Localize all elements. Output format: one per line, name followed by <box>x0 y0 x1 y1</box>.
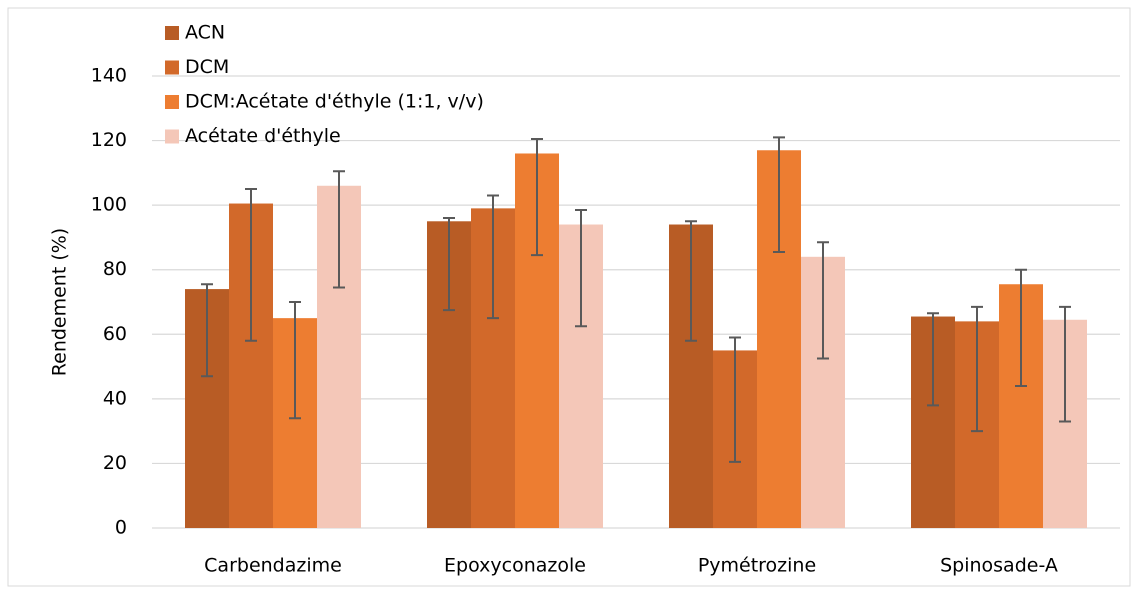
y-axis-label: Rendement (%) <box>49 228 71 376</box>
legend-label: ACN <box>185 22 225 44</box>
error-bar <box>817 241 829 360</box>
error-bar <box>201 283 213 378</box>
y-tick-label: 80 <box>103 258 127 280</box>
x-tick-label: Epoxyconazole <box>444 555 586 577</box>
y-tick-label: 60 <box>103 323 127 345</box>
y-tick-label: 140 <box>91 65 127 87</box>
y-tick-label: 20 <box>103 452 127 474</box>
error-bar <box>773 136 785 253</box>
legend-label: DCM <box>185 56 229 78</box>
legend-label: DCM:Acétate d'éthyle (1:1, v/v) <box>185 91 484 113</box>
error-bar <box>927 312 939 407</box>
y-tick-label: 120 <box>91 129 127 151</box>
legend-swatch <box>165 95 179 109</box>
y-tick-label: 100 <box>91 194 127 216</box>
legend-swatch <box>165 129 179 144</box>
error-bar <box>487 194 499 320</box>
legend-swatch <box>165 60 179 75</box>
error-bar <box>531 137 543 257</box>
error-bar <box>333 170 345 289</box>
legend-label: Acétate d'éthyle <box>185 125 341 147</box>
x-tick-label: Spinosade-A <box>940 555 1058 577</box>
y-tick-label: 40 <box>103 387 127 409</box>
error-bar <box>685 220 697 342</box>
error-bar <box>575 208 587 328</box>
error-bar <box>289 301 301 420</box>
error-bar <box>443 217 455 312</box>
y-tick-label: 0 <box>115 517 127 539</box>
error-bar <box>245 188 257 342</box>
legend-swatch <box>165 26 179 40</box>
error-bar <box>729 336 741 463</box>
error-bar <box>971 305 983 433</box>
error-bar <box>1015 268 1027 387</box>
x-tick-label: Pymétrozine <box>698 555 816 577</box>
error-bar <box>1059 305 1071 423</box>
x-tick-label: Carbendazime <box>204 555 342 577</box>
